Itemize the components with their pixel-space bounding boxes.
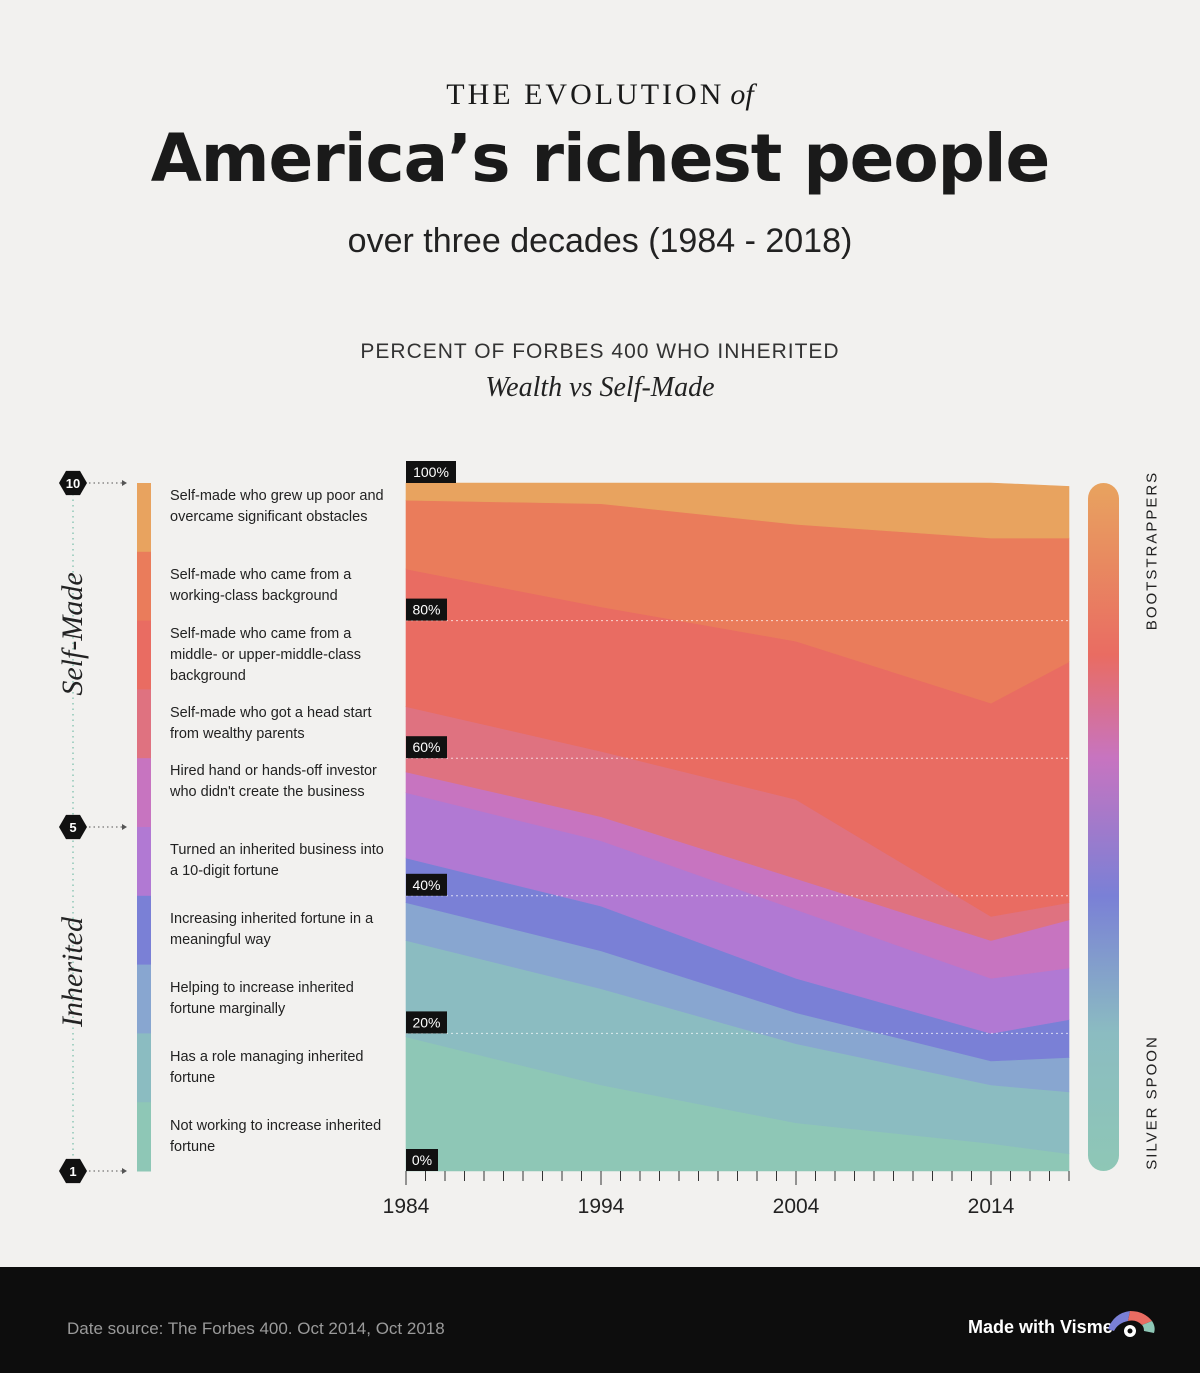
legend-item-label: Increasing inherited fortune in a meanin… <box>170 911 374 949</box>
kicker-text: THE EVOLUTION <box>446 78 725 111</box>
area-series-10 <box>405 482 1070 539</box>
y-tick-label: 60% <box>406 736 447 759</box>
legend-swatch <box>137 895 151 966</box>
legend-swatch <box>137 964 151 1034</box>
legend-swatch <box>137 551 151 622</box>
legend-item-label: Turned an inherited business into a 10-d… <box>170 842 384 880</box>
chart-subheading: Wealth vs Self-Made <box>485 372 715 403</box>
svg-text:20%: 20% <box>412 1014 440 1030</box>
legend-swatch <box>137 483 151 553</box>
footer: Date source: The Forbes 400. Oct 2014, O… <box>0 1267 1200 1373</box>
svg-text:0%: 0% <box>412 1152 432 1168</box>
svg-text:5: 5 <box>69 820 76 835</box>
inherited-label: Inherited <box>56 917 89 1027</box>
legend-item-label: Self-made who came from a working-class … <box>170 567 352 605</box>
silver-spoon-label: SILVER SPOON <box>1143 1035 1161 1170</box>
data-source: Date source: The Forbes 400. Oct 2014, O… <box>67 1319 445 1338</box>
x-tick-label: 1984 <box>383 1195 430 1218</box>
legend-item-label: Self-made who got a head start from weal… <box>170 704 372 742</box>
legend-item-label: Hired hand or hands-off investor who did… <box>170 763 377 801</box>
svg-text:10: 10 <box>66 476 80 491</box>
scale-marker: 5 <box>59 814 127 840</box>
legend-item-label: Self-made who came from a middle- or upp… <box>170 625 361 684</box>
svg-text:80%: 80% <box>412 602 440 618</box>
y-tick-label: 80% <box>406 598 447 621</box>
kicker: THE EVOLUTION of <box>0 78 1200 112</box>
x-tick-label: 2014 <box>968 1195 1015 1218</box>
legend-item-label: Self-made who grew up poor and overcame … <box>170 487 384 525</box>
page-title: America’s richest people <box>150 120 1051 197</box>
x-tick-label: 1994 <box>578 1195 625 1218</box>
page-subtitle: over three decades (1984 - 2018) <box>347 222 853 260</box>
svg-text:100%: 100% <box>413 464 449 480</box>
visme-logo-icon <box>1108 1311 1155 1337</box>
legend-swatch <box>137 620 151 690</box>
area-chart: 10 5 1 0% 20% 40% 60% 80% 100% 1984 1994 2004 2014 <box>59 461 1119 1218</box>
legend-swatch <box>137 1102 151 1172</box>
kicker-of: of <box>730 78 754 111</box>
legend-item-label: Helping to increase inherited fortune ma… <box>170 980 354 1017</box>
x-tick-label: 2004 <box>773 1195 820 1218</box>
scale-marker: 1 <box>59 1158 127 1184</box>
bootstrappers-label: BOOTSTRAPPERS <box>1143 470 1161 631</box>
svg-text:40%: 40% <box>412 877 440 893</box>
legend-swatch <box>137 1033 151 1103</box>
legend-item-label: Has a role managing inherited fortune <box>170 1048 364 1086</box>
y-tick-label: 20% <box>406 1011 447 1034</box>
scale-marker: 10 <box>59 470 127 496</box>
self-made-label: Self-Made <box>56 572 89 696</box>
y-tick-label: 0% <box>406 1149 438 1171</box>
legend-swatch <box>137 689 151 759</box>
y-tick-label: 100% <box>406 461 456 483</box>
brand-text: Made with Visme <box>968 1317 1113 1337</box>
chart-heading: PERCENT OF FORBES 400 WHO INHERITED <box>360 340 840 363</box>
svg-text:1: 1 <box>69 1164 76 1179</box>
svg-text:60%: 60% <box>412 739 440 755</box>
legend-swatch <box>137 758 151 828</box>
bootstrappers-gradient-bar <box>1088 483 1119 1171</box>
y-tick-label: 40% <box>406 873 447 896</box>
legend-item-label: Not working to increase inherited fortun… <box>170 1117 382 1155</box>
legend-swatch <box>137 827 151 897</box>
